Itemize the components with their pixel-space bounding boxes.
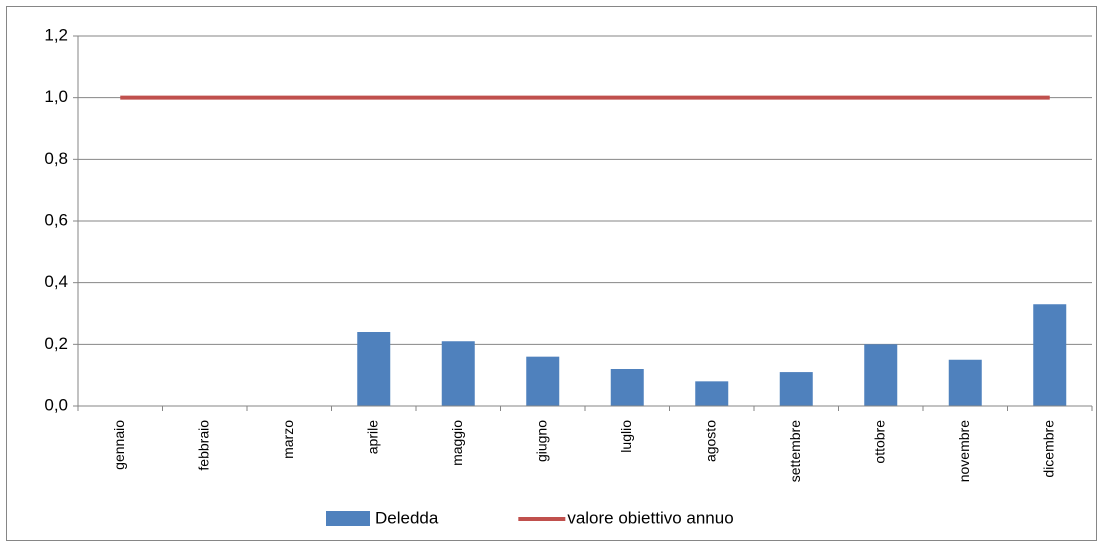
x-tick-label: agosto <box>702 420 718 462</box>
x-tick-label: marzo <box>280 420 296 459</box>
y-tick-label: 0,8 <box>44 149 68 168</box>
x-tick-label: dicembre <box>1040 420 1056 478</box>
legend-label: valore obiettivo annuo <box>567 508 733 527</box>
bar <box>864 344 898 406</box>
bar <box>948 359 982 406</box>
bar <box>610 369 644 406</box>
legend-label: Deledda <box>375 508 439 527</box>
bar <box>441 341 475 406</box>
bar <box>695 381 729 406</box>
x-tick-label: giugno <box>533 420 549 462</box>
y-tick-label: 1,2 <box>44 25 68 44</box>
x-tick-label: maggio <box>449 420 465 466</box>
x-tick-label: ottobre <box>871 420 887 464</box>
x-tick-label: febbraio <box>195 420 211 471</box>
x-tick-label: novembre <box>956 420 972 482</box>
x-tick-label: luglio <box>618 420 634 453</box>
y-tick-label: 0,4 <box>44 272 68 291</box>
x-tick-label: aprile <box>364 420 380 454</box>
bar <box>526 356 560 406</box>
bar <box>357 332 391 406</box>
bar <box>779 372 813 406</box>
x-tick-label: gennaio <box>111 420 127 470</box>
y-tick-label: 0,0 <box>44 395 68 414</box>
y-tick-label: 0,6 <box>44 210 68 229</box>
y-tick-label: 1,0 <box>44 87 68 106</box>
legend-swatch <box>326 511 370 526</box>
y-tick-label: 0,2 <box>44 334 68 353</box>
bar <box>1033 304 1067 406</box>
chart-frame <box>6 6 1097 541</box>
x-tick-label: settembre <box>787 420 803 482</box>
